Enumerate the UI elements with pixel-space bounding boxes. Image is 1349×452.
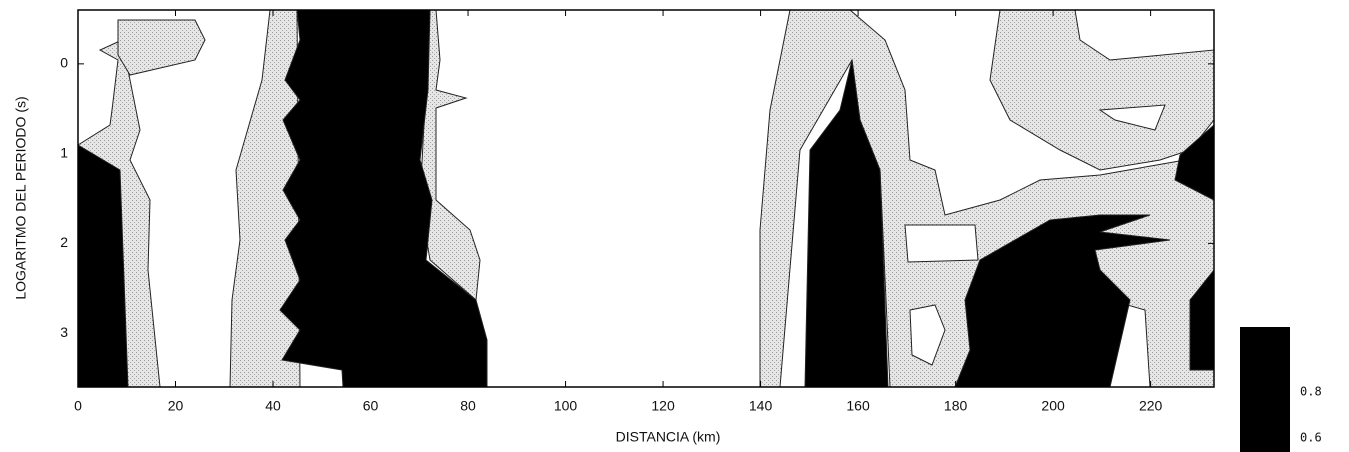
x-tick-label: 120 [651,398,675,414]
x-tick-label: 80 [460,398,476,414]
y-tick-label: 2 [60,234,68,250]
white-island [909,304,946,366]
x-tick-label: 200 [1041,398,1065,414]
x-tick-label: 0 [74,398,82,414]
colorbar-tick-label: 0.8 [1300,385,1322,399]
contour-fields [77,9,1215,388]
colorbar-swatch [1240,327,1290,452]
black-region [804,59,889,388]
white-island [1098,104,1166,131]
x-tick-label: 40 [265,398,281,414]
y-tick-label: 1 [60,144,68,160]
colorbar-tick-label: 0.6 [1300,431,1322,445]
plot-frame [77,9,1215,388]
gray-region [117,19,206,76]
x-axis-label: DISTANCIA (km) [616,429,721,445]
black-region [954,214,1171,388]
black-region [279,9,488,388]
y-axis-label: LOGARITMO DEL PERIODO (s) [13,96,29,299]
y-tick-label: 3 [60,324,68,340]
x-tick-label: 100 [554,398,578,414]
x-tick-label: 180 [944,398,968,414]
y-tick-label: 0 [60,55,68,71]
x-tick-label: 60 [363,398,379,414]
x-tick-label: 220 [1139,398,1163,414]
x-tick-label: 160 [846,398,870,414]
x-tick-label: 140 [749,398,773,414]
white-island [904,224,979,263]
gray-region [989,9,1215,171]
x-tick-label: 20 [168,398,184,414]
gray-region [419,9,481,302]
black-region [77,144,129,388]
colorbar: 0.8 0.6 [1240,327,1322,452]
